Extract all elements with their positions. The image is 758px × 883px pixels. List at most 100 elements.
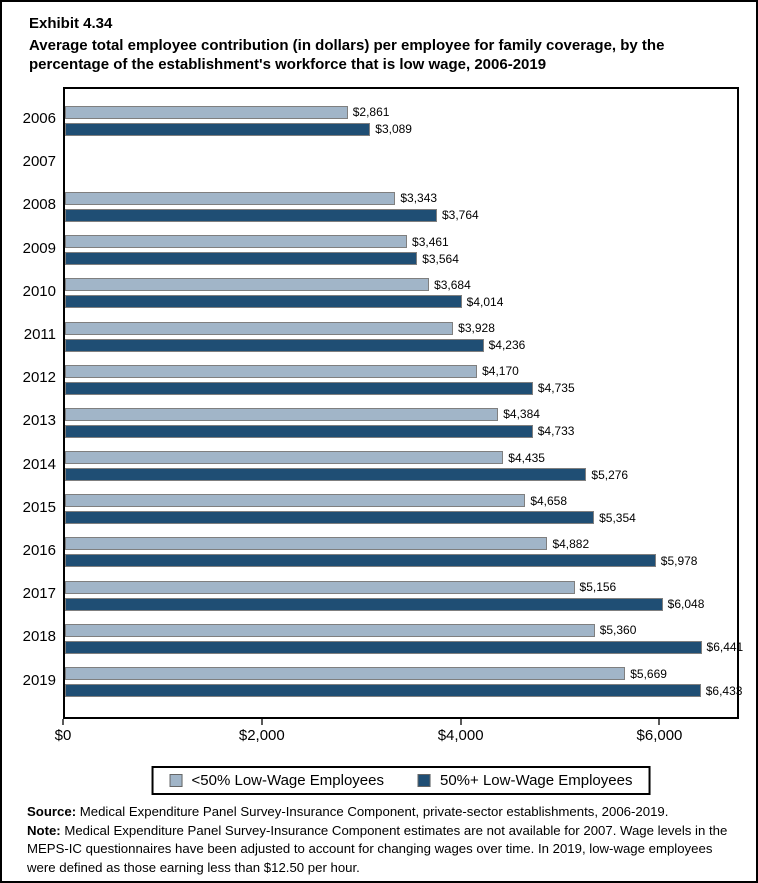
y-axis-label-2016: 2016	[22, 541, 56, 559]
bar-gte50-2006: $3,089	[65, 122, 412, 136]
bar-gte50-2008: $3,764	[65, 208, 479, 222]
x-tick-label-0: $0	[54, 727, 72, 744]
chart-row-2015: $4,658 $5,354	[65, 488, 737, 531]
note-label: Note:	[27, 822, 61, 838]
source-text: Medical Expenditure Panel Survey-Insuran…	[76, 804, 669, 819]
bar-gte50-2019: $6,433	[65, 684, 742, 698]
bar-gte50-2016: $5,978	[65, 554, 697, 568]
bar-lt50-2018: $5,360	[65, 623, 636, 637]
x-tick-label-6000: $6,000	[636, 727, 683, 744]
bar-value-label: $5,669	[630, 666, 667, 681]
bar-value-label: $2,861	[352, 105, 390, 120]
legend-label-gte50: 50%+ Low-Wage Employees	[440, 772, 633, 789]
legend-swatch-lt50	[169, 774, 183, 787]
y-axis-label-2014: 2014	[22, 455, 56, 473]
bar-value-label: $3,089	[375, 122, 412, 137]
bar-value-label: $5,156	[579, 580, 617, 595]
bar-value-label: $3,343	[400, 191, 438, 206]
bar-gte50-2018: $6,441	[65, 640, 743, 654]
bar-value-label: $3,564	[422, 251, 459, 266]
bar-value-label: $4,236	[488, 338, 526, 353]
y-axis-label-2010: 2010	[22, 282, 56, 300]
chart-row-2006: $2,861 $3,089	[65, 99, 737, 142]
bar-value-label: $5,360	[599, 623, 637, 638]
bar-gte50-2015: $5,354	[65, 511, 636, 525]
x-tick-label-2000: $2,000	[238, 727, 285, 744]
x-tick-6000	[658, 719, 661, 725]
method-note: Note: Medical Expenditure Panel Survey-I…	[27, 822, 743, 878]
chart-row-2009: $3,461 $3,564	[65, 229, 737, 272]
y-axis-label-2007: 2007	[22, 153, 56, 171]
bar-gte50-2017: $6,048	[65, 597, 704, 611]
legend-label-lt50: <50% Low-Wage Employees	[191, 772, 384, 789]
bar-gte50-2009: $3,564	[65, 252, 459, 266]
bar-value-label: $4,435	[508, 450, 545, 465]
legend-swatch-gte50	[418, 774, 431, 787]
bar-lt50-2017: $5,156	[65, 580, 616, 594]
bar-lt50-2019: $5,669	[65, 667, 667, 681]
bar-lt50-2011: $3,928	[65, 321, 495, 335]
y-axis-labels: 2006 2007 2008 2009 2010 2011 2012 2013 2014 2015…	[2, 97, 56, 702]
bar-gte50-2014: $5,276	[65, 468, 628, 482]
bar-value-label: $4,014	[466, 294, 504, 309]
footnotes: Source: Medical Expenditure Panel Survey…	[27, 803, 743, 877]
exhibit-label: Exhibit 4.34	[29, 15, 113, 32]
bar-value-label: $4,170	[482, 364, 519, 379]
bar-value-label: $3,461	[412, 234, 449, 249]
y-axis-label-2019: 2019	[22, 671, 56, 689]
bar-value-label: $3,764	[441, 208, 479, 223]
chart-rows: $2,861 $3,089 $3,343 $3,764 $3,461 $3,564 $3,6…	[65, 99, 743, 704]
bar-value-label: $6,433	[705, 683, 743, 698]
note-text: Medical Expenditure Panel Survey-Insuran…	[27, 822, 728, 875]
bar-value-label: $5,978	[660, 553, 698, 568]
y-axis-label-2013: 2013	[22, 412, 56, 430]
bar-lt50-2010: $3,684	[65, 278, 471, 292]
x-tick-4000	[459, 719, 462, 725]
bar-value-label: $3,684	[434, 277, 471, 292]
y-axis-label-2015: 2015	[22, 498, 56, 516]
bar-value-label: $4,658	[530, 493, 568, 508]
legend-item-gte50: 50%+ Low-Wage Employees	[418, 772, 632, 789]
bar-gte50-2011: $4,236	[65, 338, 525, 352]
x-tick-0	[62, 719, 64, 725]
chart-row-2018: $5,360 $6,441	[65, 617, 743, 660]
bar-lt50-2006: $2,861	[65, 105, 389, 119]
bar-value-label: $4,384	[503, 407, 540, 422]
y-axis-label-2008: 2008	[22, 196, 56, 214]
bar-lt50-2009: $3,461	[65, 235, 449, 249]
bar-value-label: $4,882	[552, 536, 590, 551]
x-tick-2000	[260, 719, 263, 725]
bar-value-label: $6,441	[706, 640, 744, 655]
bar-value-label: $4,735	[537, 381, 575, 396]
legend: <50% Low-Wage Employees 50%+ Low-Wage Em…	[151, 766, 651, 795]
source-label: Source:	[27, 804, 77, 819]
bar-gte50-2012: $4,735	[65, 381, 575, 395]
source-note: Source: Medical Expenditure Panel Survey…	[27, 803, 743, 822]
chart-row-2014: $4,435 $5,276	[65, 445, 737, 488]
chart-row-2008: $3,343 $3,764	[65, 185, 737, 228]
bar-value-label: $5,276	[591, 467, 629, 482]
x-axis-tick-labels: $0 $2,000 $4,000 $6,000	[55, 727, 739, 745]
bar-lt50-2008: $3,343	[65, 191, 437, 205]
title-block: Exhibit 4.34 Average total employee cont…	[29, 14, 724, 74]
bar-lt50-2015: $4,658	[65, 494, 567, 508]
y-axis-label-2012: 2012	[22, 369, 56, 387]
x-axis-ticks	[62, 719, 739, 726]
bar-lt50-2014: $4,435	[65, 451, 545, 465]
bar-value-label: $6,048	[667, 597, 705, 612]
chart-row-2019: $5,669 $6,433	[65, 660, 742, 703]
bar-lt50-2013: $4,384	[65, 407, 540, 421]
bar-value-label: $4,733	[537, 424, 575, 439]
y-axis-label-2017: 2017	[22, 585, 56, 603]
legend-item-lt50: <50% Low-Wage Employees	[169, 772, 384, 789]
chart-row-2012: $4,170 $4,735	[65, 358, 737, 401]
y-axis-label-2009: 2009	[22, 239, 56, 257]
y-axis-label-2018: 2018	[22, 628, 56, 646]
chart-row-2010: $3,684 $4,014	[65, 272, 737, 315]
chart-row-2007	[65, 142, 737, 185]
bar-lt50-2016: $4,882	[65, 537, 589, 551]
y-axis-label-2011: 2011	[23, 326, 56, 344]
plot-area: $2,861 $3,089 $3,343 $3,764 $3,461 $3,564 $3,6…	[63, 87, 743, 719]
bar-lt50-2012: $4,170	[65, 364, 519, 378]
